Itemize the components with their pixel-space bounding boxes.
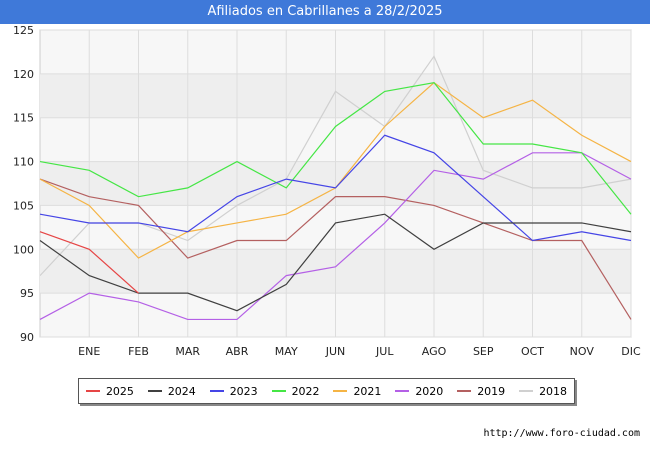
legend-swatch <box>457 390 472 392</box>
legend-item-2024: 2024 <box>147 384 196 398</box>
y-tick-label: 115 <box>13 112 34 125</box>
legend-item-2019: 2019 <box>457 385 505 398</box>
legend-item-2022: 2022 <box>271 384 320 398</box>
x-tick-label: JUL <box>375 345 394 358</box>
legend-item-2020: 2020 <box>395 385 443 398</box>
legend-label: 2018 <box>539 384 568 398</box>
x-tick-label: MAR <box>175 345 200 358</box>
x-tick-label: FEB <box>128 345 149 358</box>
legend-label: 2023 <box>229 384 258 398</box>
x-tick-label: AGO <box>422 345 447 358</box>
line-chart: 90 95 100 105 110 115 120 125 ENE FEB MAR ABR MAY JUN… <box>13 24 641 358</box>
series-line-2023 <box>39 134 632 242</box>
x-tick-label: OCT <box>521 345 544 358</box>
legend-item-2021: 2021 <box>333 385 381 398</box>
legend-label: 2025 <box>105 384 134 398</box>
y-tick-label: 90 <box>20 331 34 344</box>
legend-label: 2024 <box>167 384 196 398</box>
legend-item-2025: 2025 <box>85 384 134 398</box>
y-tick-label: 125 <box>13 24 34 37</box>
legend-swatch <box>85 390 100 392</box>
y-tick-label: 105 <box>13 199 34 212</box>
legend-label: 2020 <box>415 384 444 398</box>
y-tick-label: 95 <box>20 287 34 300</box>
chart-legend: 2025 2024 2023 2022 2021 2020 2019 2018 <box>78 378 575 404</box>
legend-item-2018: 2018 <box>519 385 567 398</box>
x-tick-label: JUN <box>325 345 346 358</box>
y-tick-label: 110 <box>13 156 34 169</box>
legend-swatch <box>147 390 162 392</box>
legend-swatch <box>395 390 410 392</box>
legend-swatch <box>519 390 534 392</box>
legend-label: 2021 <box>353 384 382 398</box>
legend-label: 2022 <box>291 384 320 398</box>
x-tick-label: NOV <box>570 345 595 358</box>
y-tick-label: 100 <box>13 243 34 256</box>
series-line-2025 <box>39 231 139 294</box>
legend-swatch <box>209 390 224 392</box>
x-tick-label: DIC <box>621 345 641 358</box>
source-credit: http://www.foro-ciudad.com <box>483 428 640 439</box>
series-line-2022 <box>39 81 632 215</box>
x-tick-label: ABR <box>226 345 249 358</box>
y-tick-label: 120 <box>13 68 34 81</box>
series-line-2020 <box>39 152 632 321</box>
x-tick-label: ENE <box>78 345 100 358</box>
legend-swatch <box>333 390 348 392</box>
x-tick-label: SEP <box>473 345 494 358</box>
chart-title: Afiliados en Cabrillanes a 28/2/2025 <box>0 0 650 24</box>
x-tick-label: MAY <box>275 345 298 358</box>
legend-label: 2019 <box>477 384 506 398</box>
legend-swatch <box>271 390 286 392</box>
legend-item-2023: 2023 <box>209 384 258 398</box>
